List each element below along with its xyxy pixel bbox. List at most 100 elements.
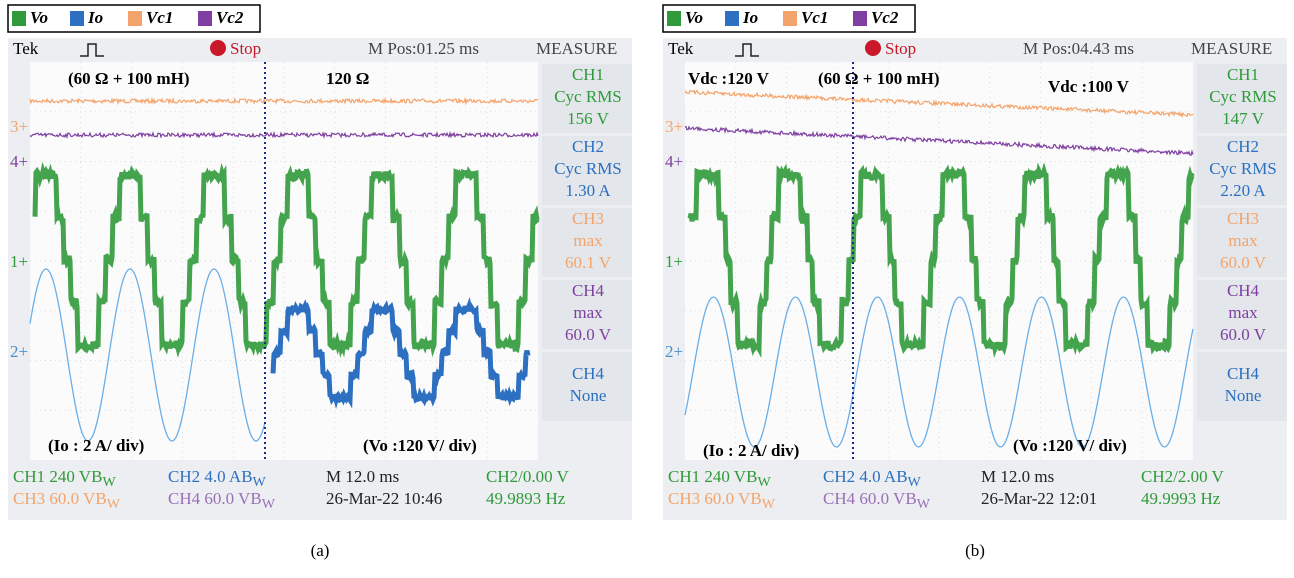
annotation: (Io : 2 A/ div) <box>703 441 799 460</box>
legend-label: Io <box>742 8 758 27</box>
footer-text: M 12.0 ms <box>326 467 399 486</box>
measure-text: Cyc RMS <box>554 159 622 178</box>
measure-text: 60.0 V <box>1220 253 1267 272</box>
measure-text: CH3 <box>1227 209 1259 228</box>
caption: (a) <box>311 541 330 560</box>
measure-text: CH2 <box>572 137 604 156</box>
legend-swatch <box>128 11 142 26</box>
annotation: (Vo :120 V/ div) <box>1013 436 1127 455</box>
measure-text: CH1 <box>1227 65 1259 84</box>
footer-main: CH1 240 VB <box>13 467 102 486</box>
footer-text: CH2/0.00 V <box>486 467 570 486</box>
footer-text: 49.9993 Hz <box>1141 489 1221 508</box>
footer-sub: W <box>762 497 776 512</box>
footer-text: M 12.0 ms <box>981 467 1054 486</box>
footer-text: 26-Mar-22 12:01 <box>981 489 1097 508</box>
legend-swatch <box>198 11 212 26</box>
channel-marker: 3+ <box>10 117 28 136</box>
measure-text: CH3 <box>572 209 604 228</box>
caption: (b) <box>965 541 985 560</box>
position: M Pos:01.25 ms <box>368 39 479 58</box>
legend-swatch <box>783 11 797 26</box>
annotation: (Vo :120 V/ div) <box>363 436 477 455</box>
legend-swatch <box>12 11 26 26</box>
footer-main: CH2/0.00 V <box>486 467 570 486</box>
footer-main: 26-Mar-22 10:46 <box>326 489 442 508</box>
measure-text: None <box>570 386 607 405</box>
measure-text: max <box>573 231 603 250</box>
footer-sub: W <box>917 497 931 512</box>
footer-main: M 12.0 ms <box>981 467 1054 486</box>
measure-text: CH4 <box>572 281 605 300</box>
legend-swatch <box>853 11 867 26</box>
annotation: 120 Ω <box>326 69 369 88</box>
measure-text: 147 V <box>1222 109 1264 128</box>
legend-label: Vo <box>30 8 48 27</box>
menu: MEASURE <box>1191 39 1272 58</box>
footer-main: 49.9893 Hz <box>486 489 566 508</box>
channel-marker: 4+ <box>665 152 683 171</box>
stop-icon <box>210 40 226 56</box>
legend-label: Vc2 <box>871 8 899 27</box>
legend-label: Vc2 <box>216 8 244 27</box>
measure-text: 1.30 A <box>565 181 611 200</box>
footer-main: CH3 60.0 VB <box>668 489 762 508</box>
measure-text: Cyc RMS <box>1209 87 1277 106</box>
measure-text: 156 V <box>567 109 609 128</box>
legend-label: Vc1 <box>146 8 173 27</box>
scope-panel: Vo Io Vc1 Vc2 Tek Stop M Pos:04.43 ms MEASURE 3+… <box>663 5 1287 560</box>
footer-sub: W <box>107 497 121 512</box>
measure-text: CH4 <box>1227 364 1260 383</box>
state: Stop <box>230 39 261 58</box>
stop-icon <box>865 40 881 56</box>
footer-main: CH2/2.00 V <box>1141 467 1225 486</box>
footer-main: CH2 4.0 AB <box>823 467 908 486</box>
annotation: (Io : 2 A/ div) <box>48 436 144 455</box>
measure-text: CH2 <box>1227 137 1259 156</box>
annotation: (60 Ω + 100 mH) <box>818 69 940 88</box>
channel-marker: 3+ <box>665 117 683 136</box>
annotation: Vdc :100 V <box>1048 77 1130 96</box>
annotation: (60 Ω + 100 mH) <box>68 69 190 88</box>
footer-main: CH4 60.0 VB <box>168 489 262 508</box>
channel-marker: 2+ <box>10 342 28 361</box>
measure-text: max <box>1228 303 1258 322</box>
footer-main: CH2 4.0 AB <box>168 467 253 486</box>
legend-swatch <box>70 11 84 26</box>
measure-text: 60.0 V <box>565 325 612 344</box>
measure-text: max <box>1228 231 1258 250</box>
measure-text: 2.20 A <box>1220 181 1266 200</box>
footer-text: 26-Mar-22 10:46 <box>326 489 442 508</box>
measure-text: CH4 <box>572 364 605 383</box>
measure-text: 60.0 V <box>1220 325 1267 344</box>
footer-main: CH3 60.0 VB <box>13 489 107 508</box>
channel-marker: 1+ <box>10 252 28 271</box>
footer-text: CH2/2.00 V <box>1141 467 1225 486</box>
menu: MEASURE <box>536 39 617 58</box>
figure: Vo Io Vc1 Vc2 Tek Stop M Pos:01.25 ms MEASURE 3+… <box>0 0 1294 578</box>
position: M Pos:04.43 ms <box>1023 39 1134 58</box>
footer-main: M 12.0 ms <box>326 467 399 486</box>
measure-text: None <box>1225 386 1262 405</box>
footer-sub: W <box>262 497 276 512</box>
footer-main: CH1 240 VB <box>668 467 757 486</box>
measure-text: CH1 <box>572 65 604 84</box>
legend-label: Io <box>87 8 103 27</box>
footer-main: CH4 60.0 VB <box>823 489 917 508</box>
channel-marker: 1+ <box>665 252 683 271</box>
legend-label: Vo <box>685 8 703 27</box>
channel-marker: 4+ <box>10 152 28 171</box>
state: Stop <box>885 39 916 58</box>
brand: Tek <box>668 39 694 58</box>
footer-main: 26-Mar-22 12:01 <box>981 489 1097 508</box>
measure-text: CH4 <box>1227 281 1260 300</box>
legend-label: Vc1 <box>801 8 828 27</box>
plot-area <box>685 62 1193 460</box>
channel-marker: 2+ <box>665 342 683 361</box>
legend-swatch <box>725 11 739 26</box>
legend-swatch <box>667 11 681 26</box>
footer-text: 49.9893 Hz <box>486 489 566 508</box>
measure-text: Cyc RMS <box>554 87 622 106</box>
footer-main: 49.9993 Hz <box>1141 489 1221 508</box>
